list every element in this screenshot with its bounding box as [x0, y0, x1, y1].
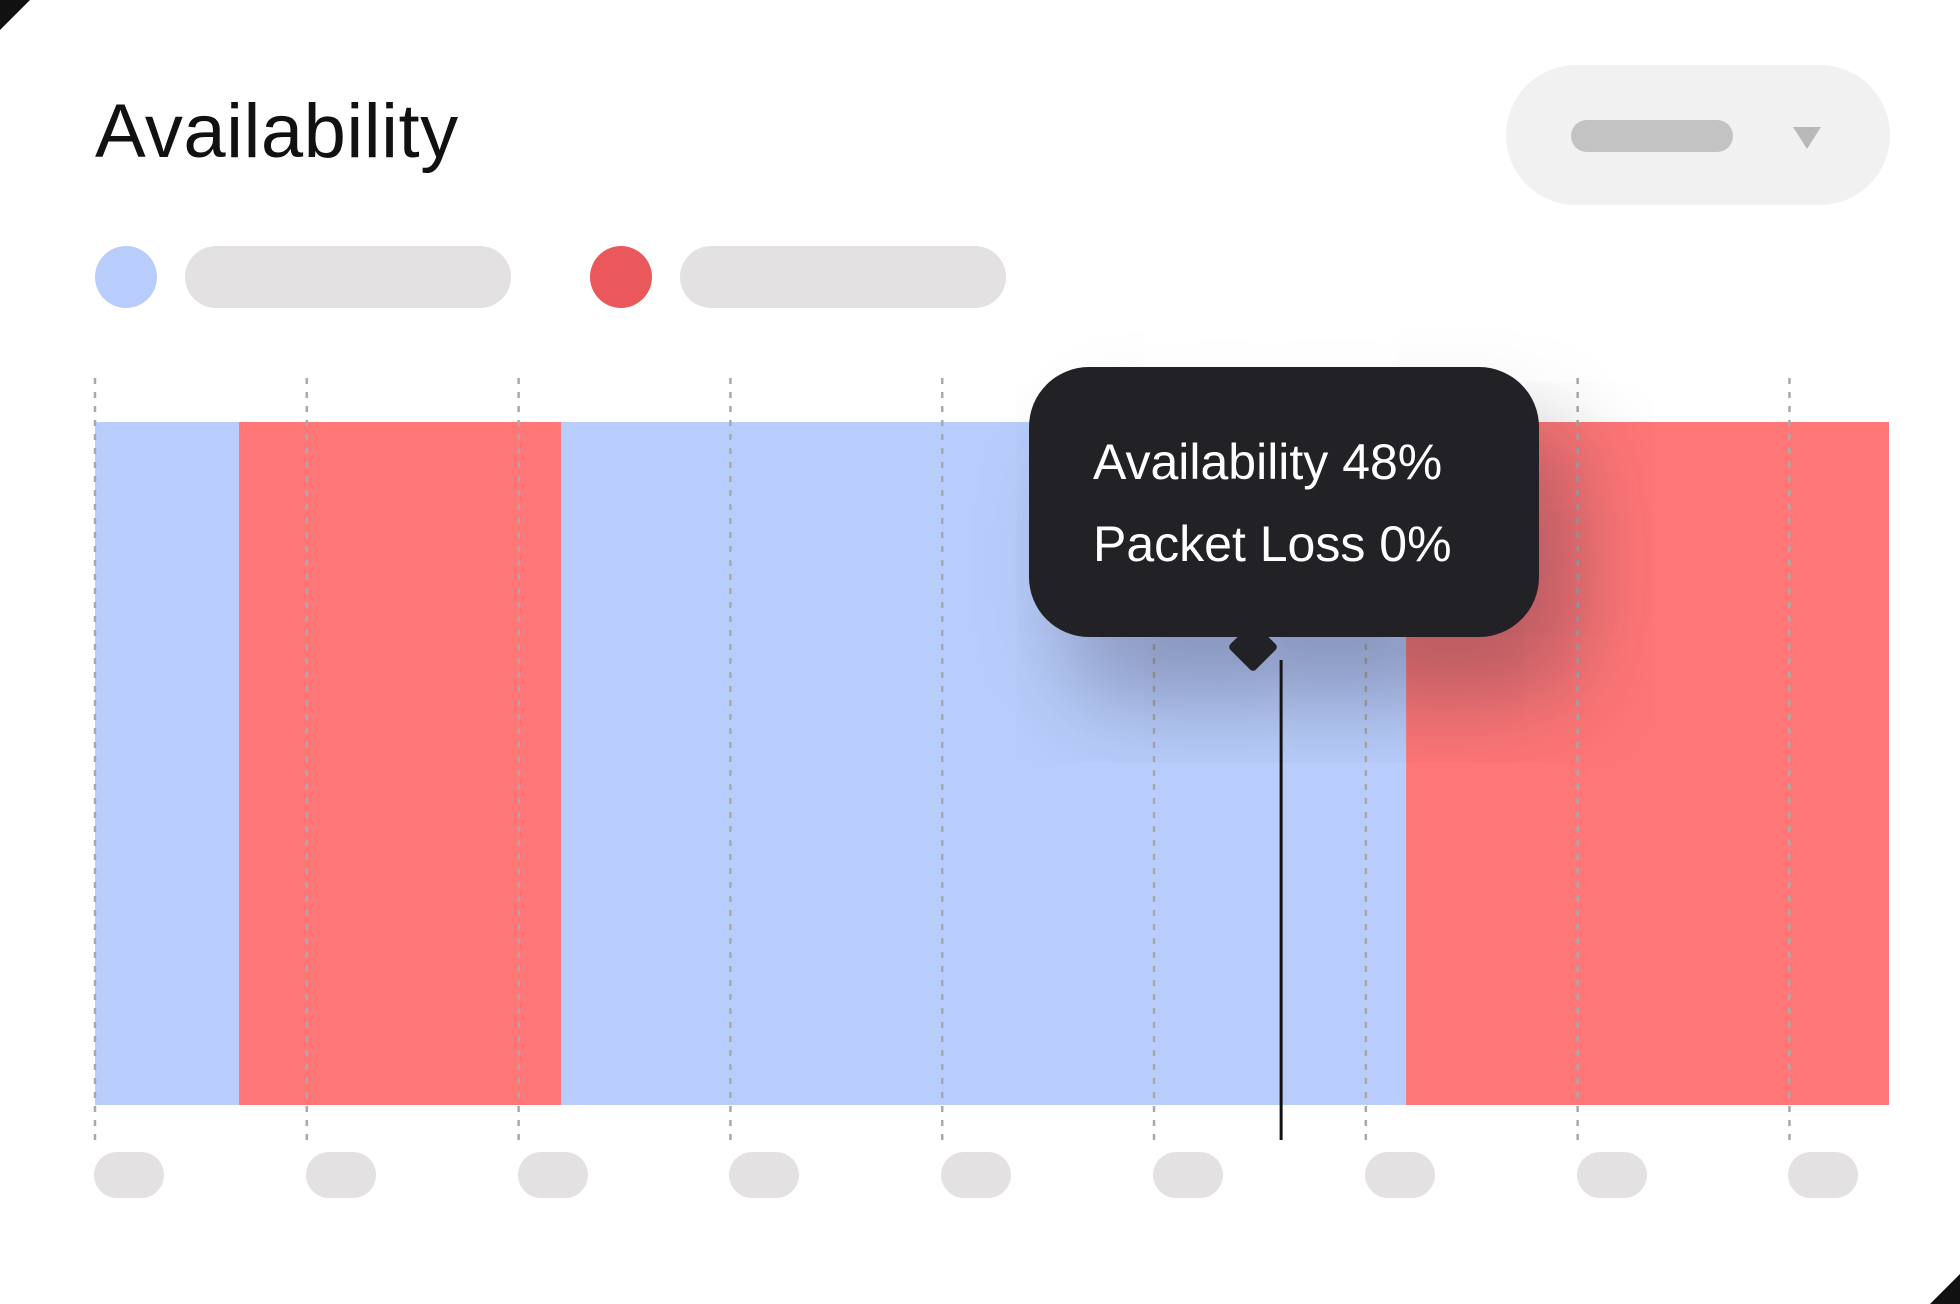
- x-tick-label-placeholder-3: [729, 1152, 800, 1198]
- x-tick-label-placeholder-1: [305, 1152, 376, 1198]
- legend-label-placeholder-packet-loss: [680, 246, 1006, 308]
- chart-tooltip: Availability 48% Packet Loss 0%: [1029, 367, 1539, 637]
- legend-swatch-availability: [95, 246, 157, 308]
- x-tick-label-placeholder-6: [1364, 1152, 1435, 1198]
- tooltip-packet-loss-text: Packet Loss 0%: [1093, 516, 1452, 572]
- x-tick-label-placeholder-7: [1576, 1152, 1647, 1198]
- tooltip-availability-text: Availability 48%: [1093, 434, 1443, 490]
- x-tick-label-placeholder-2: [517, 1152, 588, 1198]
- x-tick-label-placeholder-5: [1153, 1152, 1224, 1198]
- range-dropdown[interactable]: [1506, 65, 1890, 205]
- dropdown-value-placeholder: [1571, 120, 1733, 152]
- segment-availability-0[interactable]: [95, 422, 240, 1105]
- x-tick-label-placeholder-8: [1788, 1152, 1859, 1198]
- chart-segments: [95, 422, 1889, 1105]
- chart-title: Availability: [95, 89, 459, 174]
- legend-swatch-packet-loss: [590, 246, 652, 308]
- x-tick-label-placeholder-0: [94, 1152, 164, 1198]
- segment-packet-loss-1[interactable]: [239, 422, 561, 1105]
- legend-label-placeholder-availability: [185, 246, 511, 308]
- chevron-down-icon: [1793, 127, 1821, 149]
- x-tick-label-placeholder-4: [941, 1152, 1012, 1198]
